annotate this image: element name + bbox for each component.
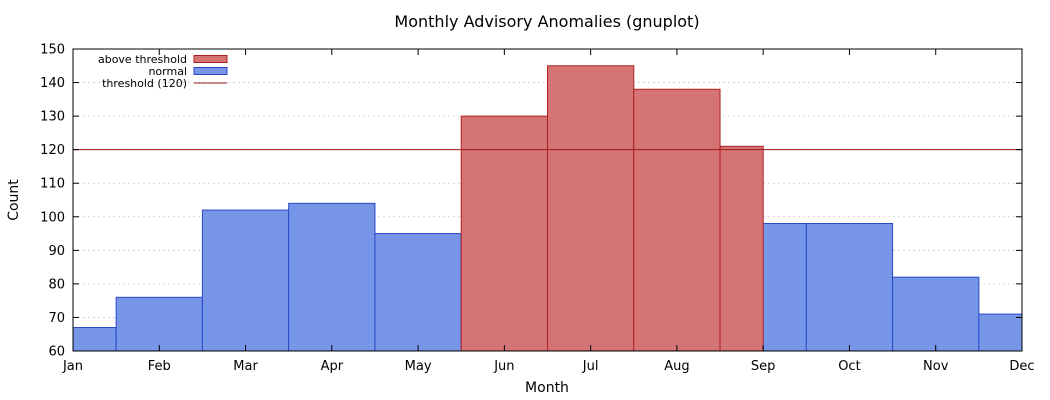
x-tick-label: Aug — [664, 359, 689, 374]
x-tick-label: Nov — [923, 359, 949, 374]
y-tick-label: 130 — [40, 110, 65, 125]
x-tick-label: Sep — [751, 359, 776, 374]
y-tick-label: 120 — [40, 143, 65, 158]
axis-ticks: 60 70 80 90 100 110 120 130 140 150 Jan Feb Mar Apr Ma… — [40, 43, 1034, 375]
bar-normal — [115, 296, 203, 352]
bar-above-threshold — [460, 115, 548, 352]
bar-normal — [978, 313, 1023, 352]
x-tick-label: Jan — [62, 359, 83, 374]
legend-swatch-normal — [193, 67, 228, 75]
bar-normal — [374, 233, 462, 352]
y-tick-label: 140 — [40, 76, 65, 91]
bar-normal — [805, 222, 894, 352]
legend-label-normal: normal — [148, 65, 187, 78]
y-tick-label: 100 — [40, 210, 65, 225]
chart-title: Monthly Advisory Anomalies (gnuplot) — [394, 12, 699, 31]
y-tick-label: 70 — [48, 311, 65, 326]
x-tick-label: Jul — [582, 359, 599, 374]
x-tick-label: Jun — [493, 359, 514, 374]
plot-frame — [72, 48, 1023, 352]
bar-normal — [201, 209, 290, 352]
x-tick-label: Apr — [321, 359, 344, 374]
y-tick-label: 150 — [40, 43, 65, 58]
y-tick-label: 110 — [40, 177, 65, 192]
y-tick-label: 90 — [48, 244, 65, 259]
x-tick-label: Oct — [838, 359, 860, 374]
x-tick-label: Feb — [148, 359, 171, 374]
bar-above-threshold — [547, 65, 635, 352]
bar-normal — [288, 202, 376, 352]
bar-above-threshold — [719, 145, 764, 352]
x-tick-label: May — [405, 359, 432, 374]
y-tick-label: 80 — [48, 277, 65, 292]
bars — [72, 65, 1023, 352]
bar-normal — [892, 276, 980, 352]
y-tick-label: 60 — [48, 345, 65, 360]
legend-label-threshold: threshold (120) — [102, 77, 187, 90]
legend-label-above: above threshold — [98, 53, 187, 66]
legend-swatch-above — [193, 55, 228, 63]
bar-normal — [72, 327, 117, 352]
x-tick-label: Dec — [1009, 359, 1034, 374]
bar-above-threshold — [633, 88, 721, 352]
x-axis-title: Month — [525, 380, 569, 396]
y-axis-title: Count — [6, 179, 22, 221]
x-tick-label: Mar — [233, 359, 258, 374]
